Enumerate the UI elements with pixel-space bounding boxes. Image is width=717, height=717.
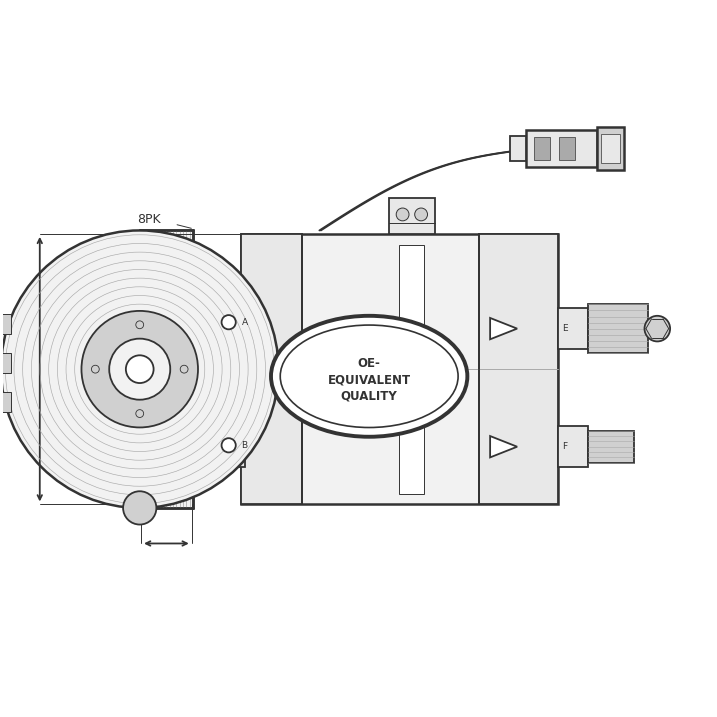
- Circle shape: [414, 208, 427, 221]
- Circle shape: [123, 491, 156, 525]
- Circle shape: [1, 230, 278, 508]
- Ellipse shape: [271, 315, 467, 437]
- Bar: [241, 234, 302, 504]
- Bar: [241, 234, 558, 504]
- Text: B: B: [242, 441, 247, 450]
- Text: EQUIVALENT: EQUIVALENT: [328, 374, 411, 386]
- Bar: [588, 305, 648, 353]
- Bar: [510, 136, 526, 161]
- Bar: [480, 234, 558, 504]
- Bar: [389, 199, 435, 234]
- Circle shape: [180, 365, 188, 373]
- Ellipse shape: [280, 325, 458, 427]
- Text: 8PK: 8PK: [137, 213, 161, 227]
- Text: OE-: OE-: [358, 357, 381, 370]
- Circle shape: [645, 315, 670, 341]
- Circle shape: [397, 208, 409, 221]
- Bar: [0, 392, 11, 412]
- Bar: [601, 134, 619, 163]
- Text: A: A: [242, 318, 247, 327]
- Circle shape: [136, 409, 143, 417]
- Bar: [526, 130, 597, 167]
- Bar: [0, 313, 11, 333]
- Bar: [534, 137, 550, 160]
- Bar: [559, 137, 575, 160]
- Bar: [399, 244, 424, 366]
- Bar: [558, 426, 588, 467]
- Bar: [213, 423, 244, 467]
- Bar: [588, 431, 634, 462]
- Circle shape: [136, 321, 143, 328]
- Circle shape: [92, 365, 99, 373]
- Circle shape: [82, 311, 198, 427]
- Bar: [213, 300, 244, 344]
- Text: F: F: [562, 442, 567, 451]
- Circle shape: [222, 438, 236, 452]
- Polygon shape: [490, 436, 517, 457]
- Bar: [558, 308, 588, 349]
- Text: E: E: [562, 324, 568, 333]
- Text: QUALITY: QUALITY: [341, 390, 397, 403]
- Bar: [399, 373, 424, 494]
- Circle shape: [222, 315, 236, 329]
- Polygon shape: [490, 318, 517, 339]
- Bar: [0, 353, 11, 373]
- Circle shape: [109, 338, 170, 399]
- Circle shape: [126, 356, 153, 383]
- Bar: [597, 128, 624, 170]
- Bar: [140, 230, 193, 508]
